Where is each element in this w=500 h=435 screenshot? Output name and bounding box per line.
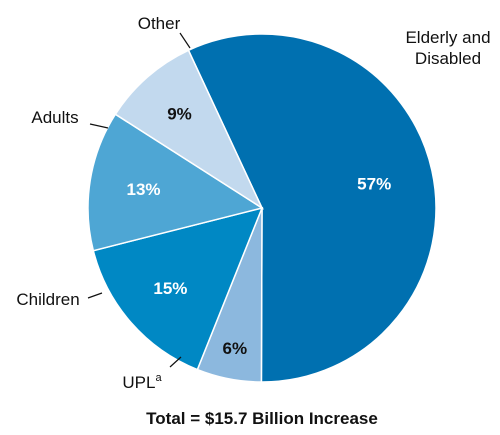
category-label-upl: UPLa [122,372,162,392]
value-label-children: 15% [153,279,187,298]
pie-slices [87,33,437,383]
pie-slice-children [92,206,264,371]
value-label-other: 9% [167,105,192,124]
category-label-other: Other [138,14,181,33]
leader-line-children [87,292,103,299]
pie-slice-elderly-and-disabled [187,33,437,383]
category-label-children: Children [16,290,79,309]
leader-lines [87,32,191,368]
chart-footer: Total = $15.7 Billion Increase [146,409,378,428]
pie-slice-other [114,49,264,211]
pie-slice-adults [87,113,264,252]
value-label-elderly-and-disabled: 57% [357,174,391,193]
value-label-upl: 6% [223,339,248,358]
leader-line-adults [89,123,109,129]
category-label-elderly-and-disabled: Elderly and Disabled [405,28,490,68]
slice-labels: 57% Elderly and Disabled 6% UPLa 15% Children 1… [16,14,490,392]
value-label-adults: 13% [126,180,160,199]
leader-line-other [179,32,191,49]
leader-line-upl [169,356,182,368]
category-label-adults: Adults [31,108,78,127]
